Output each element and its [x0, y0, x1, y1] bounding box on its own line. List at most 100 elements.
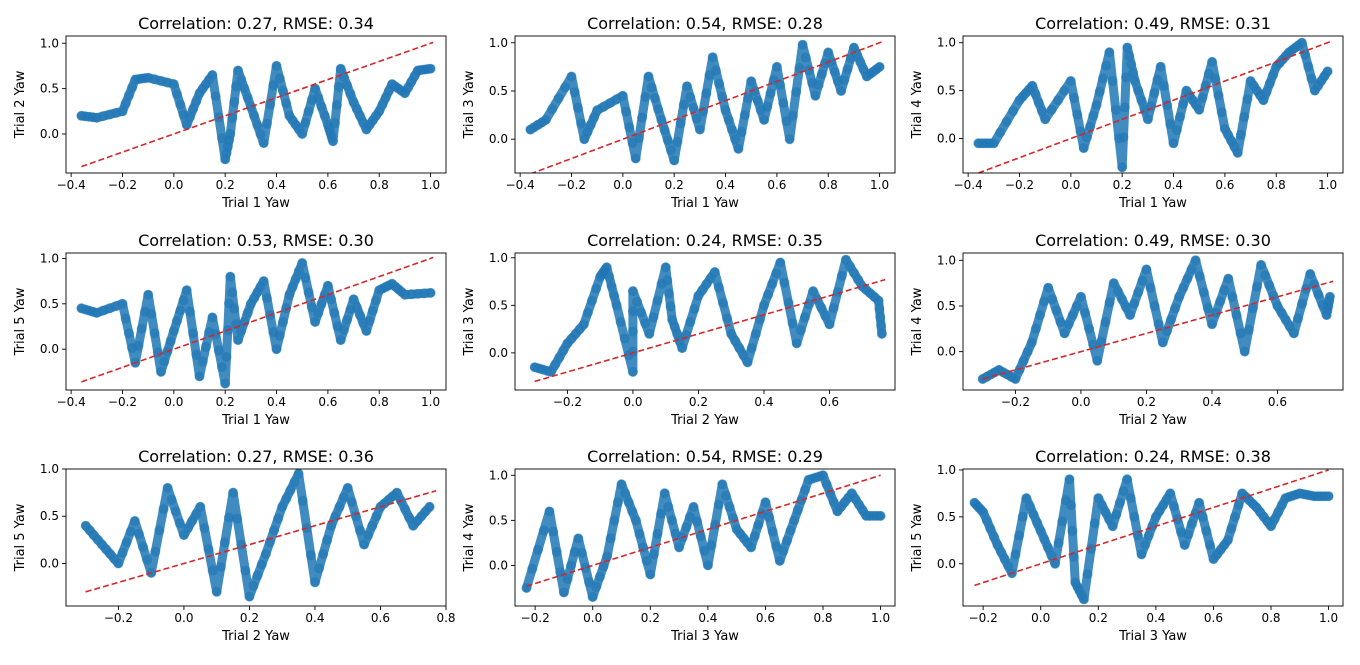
scatter-point [1133, 85, 1144, 96]
scatter-point [363, 530, 374, 541]
scatter-point [730, 134, 741, 145]
scatter-point [181, 119, 192, 130]
x-tick-label: 0.0 [583, 611, 602, 625]
scatter-point [1067, 310, 1078, 321]
scatter-point [342, 314, 353, 325]
y-tick-label: 0.5 [489, 298, 508, 312]
scatter-point [281, 98, 292, 109]
x-tick-label: 0.4 [754, 395, 773, 409]
scatter-point [1107, 76, 1118, 86]
scatter-point [828, 303, 839, 314]
scatter-point [158, 504, 169, 515]
scatter-point [660, 262, 671, 273]
scatter-point [591, 283, 602, 294]
subplot-2: Correlation: 0.54, RMSE: 0.28 −0.4 −0.2 0.0… [462, 14, 896, 211]
scatter-point [256, 559, 267, 570]
scatter-point [293, 469, 304, 479]
subplot-title: Correlation: 0.53, RMSE: 0.30 [138, 231, 374, 250]
y-tick-label: 1.0 [489, 468, 508, 482]
y-tick-label: 1.0 [489, 36, 508, 50]
scatter-point [1222, 535, 1233, 546]
scatter-point [1050, 558, 1061, 569]
scatter-point [640, 318, 651, 329]
scatter-point [361, 326, 372, 336]
scatter-point [1137, 275, 1148, 286]
scatter-point [1047, 294, 1058, 305]
x-tick-label: 0.6 [1215, 178, 1234, 192]
scatter-point [709, 267, 720, 277]
scatter-point [1305, 269, 1316, 279]
scatter-point [1055, 317, 1066, 327]
scatter-point [664, 288, 674, 299]
x-tick-label: −0.4 [57, 178, 86, 192]
subplot-7: Correlation: 0.27, RMSE: 0.36 −0.2 0.0 0.2 0… [13, 447, 456, 644]
scatter-point [620, 488, 631, 499]
scatter-point [338, 324, 349, 335]
scatter-point [874, 61, 885, 72]
scatter-point [215, 562, 226, 572]
scatter-point [277, 501, 288, 512]
scatter-point [1014, 530, 1025, 541]
scatter-point [217, 362, 227, 373]
scatter-point [1200, 80, 1211, 91]
scatter-point [791, 338, 802, 349]
scatter-point [1182, 273, 1193, 284]
scatter-point [789, 515, 800, 526]
scatter-point [787, 318, 798, 329]
scatter-point [560, 82, 571, 93]
scatter-point [1080, 307, 1090, 318]
scatter-point [1088, 110, 1099, 121]
scatter-point [1171, 125, 1182, 136]
scatter-point [1143, 530, 1154, 541]
scatter-point [1084, 323, 1095, 334]
subplot-1: Correlation: 0.27, RMSE: 0.34 −0.4 −0.2 0.0… [13, 14, 447, 211]
scatter-point [184, 306, 195, 317]
scatter-point [1030, 89, 1041, 100]
scatter-point [533, 544, 543, 555]
scatter-point [702, 560, 713, 571]
scatter-point [345, 88, 356, 99]
scatter-point [746, 542, 757, 553]
scatter-point [648, 549, 659, 560]
x-tick-label: 0.6 [371, 611, 390, 625]
scatter-point [1161, 326, 1172, 337]
x-tick-label: 0.8 [1261, 611, 1280, 625]
scatter-point [271, 60, 282, 71]
scatter-point [800, 485, 810, 495]
y-tick-label: 0.0 [937, 557, 956, 571]
x-tick-label: 0.6 [318, 395, 337, 409]
scatter-point [281, 303, 292, 314]
scatter-point [778, 545, 789, 556]
scatter-point [1258, 95, 1269, 106]
scatter-point [1096, 336, 1107, 347]
scatter-point [316, 298, 327, 309]
scatter-point [1140, 540, 1151, 550]
scatter-point [675, 118, 686, 129]
scatter-point [684, 512, 695, 522]
scatter-point [1198, 287, 1209, 298]
scatter-point [839, 75, 850, 86]
x-tick-label: 0.0 [613, 178, 632, 192]
scatter-point [1125, 310, 1136, 321]
scatter-point [1210, 73, 1221, 84]
scatter-point [547, 104, 558, 115]
axes-frame [65, 35, 447, 174]
scatter-point [322, 534, 333, 545]
scatter-point [1104, 297, 1115, 308]
scatter-point [1010, 374, 1021, 384]
scatter-point [242, 92, 253, 103]
scatter-point [988, 138, 999, 149]
scatter-point [810, 90, 821, 101]
scatter-point [621, 106, 631, 117]
scatter-point [425, 63, 436, 74]
scatter-point [1046, 104, 1057, 115]
scatter-point [616, 479, 627, 490]
scatter-point [1121, 72, 1131, 83]
scatter-point [713, 499, 724, 510]
scatter-point [220, 378, 231, 389]
scatter-point [580, 562, 591, 573]
scatter-point [874, 303, 885, 314]
scatter-point [1288, 328, 1299, 339]
scatter-point [300, 117, 311, 128]
y-tick-label: 0.5 [489, 84, 508, 98]
